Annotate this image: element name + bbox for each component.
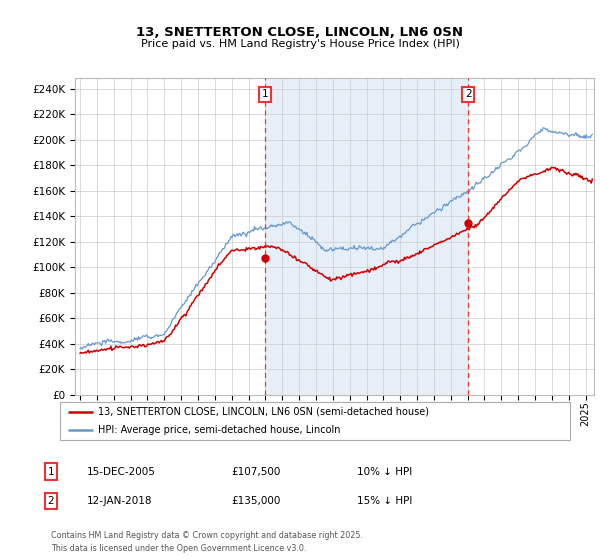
Text: 2: 2: [47, 496, 55, 506]
Text: 1: 1: [262, 89, 268, 99]
Text: 15-DEC-2005: 15-DEC-2005: [87, 466, 156, 477]
Text: Price paid vs. HM Land Registry's House Price Index (HPI): Price paid vs. HM Land Registry's House …: [140, 39, 460, 49]
Text: £135,000: £135,000: [231, 496, 280, 506]
Text: 2: 2: [465, 89, 472, 99]
Text: 13, SNETTERTON CLOSE, LINCOLN, LN6 0SN: 13, SNETTERTON CLOSE, LINCOLN, LN6 0SN: [137, 26, 464, 39]
Text: Contains HM Land Registry data © Crown copyright and database right 2025.
This d: Contains HM Land Registry data © Crown c…: [51, 531, 363, 553]
Text: HPI: Average price, semi-detached house, Lincoln: HPI: Average price, semi-detached house,…: [98, 425, 341, 435]
Text: 15% ↓ HPI: 15% ↓ HPI: [357, 496, 412, 506]
Text: 10% ↓ HPI: 10% ↓ HPI: [357, 466, 412, 477]
Text: 1: 1: [47, 466, 55, 477]
Bar: [265, 78, 468, 395]
Text: £107,500: £107,500: [231, 466, 280, 477]
Text: 13, SNETTERTON CLOSE, LINCOLN, LN6 0SN (semi-detached house): 13, SNETTERTON CLOSE, LINCOLN, LN6 0SN (…: [98, 407, 429, 417]
Text: 12-JAN-2018: 12-JAN-2018: [87, 496, 152, 506]
